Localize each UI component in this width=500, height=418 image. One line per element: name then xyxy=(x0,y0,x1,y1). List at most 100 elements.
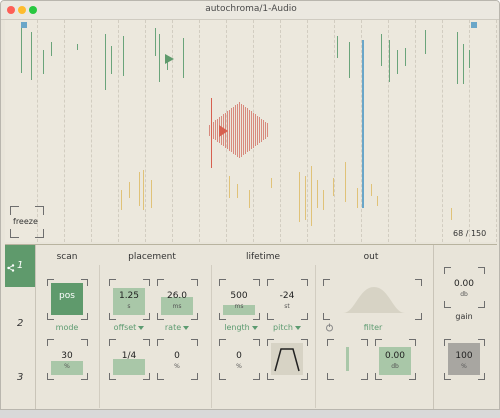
grain-segment xyxy=(259,117,260,143)
rate-amount-unit: % xyxy=(174,363,180,370)
bracket-corner xyxy=(267,339,274,346)
length-unit: ms xyxy=(234,303,244,310)
section-scan-header: scan xyxy=(56,252,78,262)
grain-counter: 68 / 150 xyxy=(453,229,487,238)
bracket-corner xyxy=(375,373,382,380)
grain-segment xyxy=(209,124,210,136)
length-dropdown[interactable]: length xyxy=(217,323,265,332)
pitch-dropdown[interactable]: pitch xyxy=(265,323,309,332)
grain-segment xyxy=(299,172,300,222)
grain-segment xyxy=(167,60,168,70)
grain-segment xyxy=(243,105,244,155)
freeze-bracket-bl xyxy=(10,229,19,238)
grain-segment xyxy=(349,42,350,78)
grain-visualizer[interactable]: freeze 68 / 150 xyxy=(5,20,497,242)
grid-line xyxy=(361,20,362,242)
offset-dropdown[interactable]: offset xyxy=(105,323,153,332)
grain-segment xyxy=(377,196,378,206)
grain-segment xyxy=(271,178,272,188)
gain-panel: 0.00 db gain 100 % xyxy=(433,245,498,409)
freeze-bracket-tl xyxy=(10,206,19,215)
filter-control[interactable] xyxy=(323,279,422,320)
grain-segment xyxy=(139,172,140,206)
bracket-corner xyxy=(409,339,416,346)
length-amount-control[interactable]: 0 % xyxy=(219,339,260,380)
scan-amount-control[interactable]: 30 % xyxy=(47,339,88,380)
offset-control[interactable]: 1.25 s xyxy=(109,279,150,320)
rate-value: 26.0 xyxy=(166,291,188,301)
gain-percent-control[interactable]: 100 % xyxy=(444,339,485,380)
freeze-button[interactable]: freeze xyxy=(13,217,38,226)
bracket-corner xyxy=(143,313,150,320)
pan-control[interactable] xyxy=(327,339,368,380)
grain-segment xyxy=(261,118,262,142)
grid-line xyxy=(64,20,65,242)
grain-segment xyxy=(43,50,44,74)
close-window-button[interactable] xyxy=(7,6,15,14)
grid-line xyxy=(91,20,92,242)
bracket-corner xyxy=(191,279,198,286)
grain-segment xyxy=(183,38,184,78)
green-playhead-icon xyxy=(165,54,174,64)
envelope-control[interactable] xyxy=(267,339,308,380)
tab-1[interactable]: 1 xyxy=(5,245,35,287)
length-amount-unit: % xyxy=(236,363,242,370)
bracket-corner xyxy=(109,339,116,346)
rate-dropdown[interactable]: rate xyxy=(155,323,199,332)
bracket-corner xyxy=(253,373,260,380)
grain-segment xyxy=(265,121,266,139)
rate-amount-control[interactable]: 0 % xyxy=(157,339,198,380)
grain-segment xyxy=(237,184,238,198)
power-icon[interactable] xyxy=(325,323,334,332)
freeze-bracket-tr xyxy=(35,206,44,215)
tab-3[interactable]: 3 xyxy=(5,357,35,399)
pitch-control[interactable]: -24 st xyxy=(267,279,308,320)
bracket-corner xyxy=(327,373,334,380)
tab-3-label: 3 xyxy=(17,372,24,383)
pitch-unit: st xyxy=(284,303,290,310)
grid-line xyxy=(334,20,335,242)
bracket-corner xyxy=(478,267,485,274)
right-marker[interactable] xyxy=(471,22,477,28)
bracket-corner xyxy=(267,373,274,380)
grain-segment xyxy=(245,106,246,154)
grain-segment xyxy=(217,118,218,142)
offset-fraction-control[interactable]: 1/4 xyxy=(109,339,150,380)
length-control[interactable]: 500 ms xyxy=(219,279,260,320)
zoom-window-button[interactable] xyxy=(29,6,37,14)
gain-percent-unit: % xyxy=(461,363,467,370)
mode-label: mode xyxy=(55,323,79,332)
bracket-corner xyxy=(219,339,226,346)
mode-control[interactable]: pos xyxy=(47,279,88,320)
offset-value: 1.25 xyxy=(118,291,140,301)
tab-2-label: 2 xyxy=(17,318,24,329)
bracket-corner xyxy=(253,279,260,286)
bracket-corner xyxy=(143,339,150,346)
grain-segment xyxy=(235,105,236,155)
bracket-corner xyxy=(415,313,422,320)
out-level-control[interactable]: 0.00 db xyxy=(375,339,416,380)
gain-db-control[interactable]: 0.00 db xyxy=(444,267,485,308)
bracket-corner xyxy=(157,279,164,286)
bracket-corner xyxy=(361,339,368,346)
rate-control[interactable]: 26.0 ms xyxy=(157,279,198,320)
grain-segment xyxy=(129,182,130,198)
bracket-corner xyxy=(323,313,330,320)
bracket-corner xyxy=(157,373,164,380)
grain-segment xyxy=(143,170,144,210)
divider xyxy=(315,265,316,408)
grain-segment xyxy=(229,109,230,151)
grain-segment xyxy=(211,98,212,168)
tab-1-label: 1 xyxy=(17,260,24,271)
grain-segment xyxy=(21,28,22,73)
grain-segment xyxy=(255,114,256,146)
left-marker[interactable] xyxy=(21,22,27,28)
bracket-corner xyxy=(143,373,150,380)
minimize-window-button[interactable] xyxy=(18,6,26,14)
scan-amount-unit: % xyxy=(64,363,70,370)
tab-2[interactable]: 2 xyxy=(5,303,35,345)
grain-segment xyxy=(253,112,254,148)
grain-segment xyxy=(389,40,390,82)
grain-segment xyxy=(469,50,470,68)
